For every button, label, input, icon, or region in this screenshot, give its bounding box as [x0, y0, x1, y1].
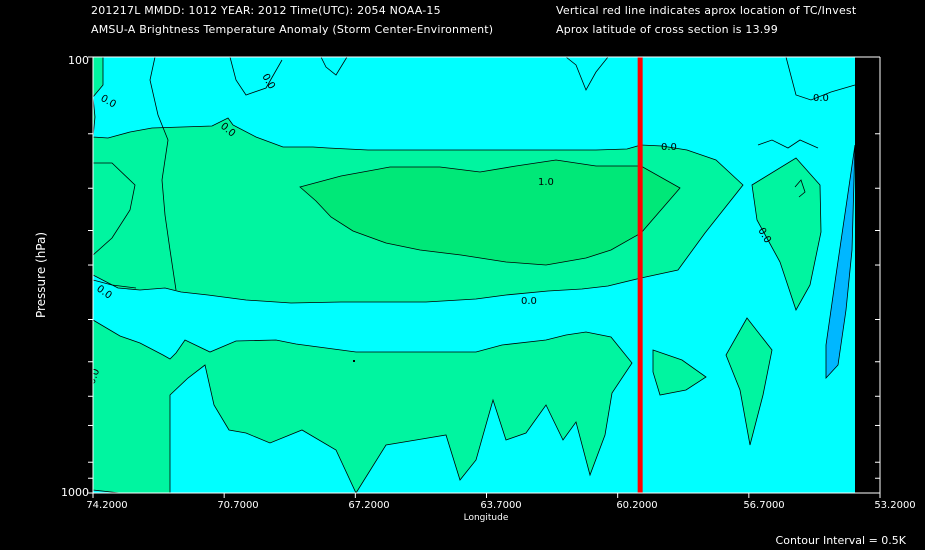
contour-fill-region — [300, 160, 680, 265]
contour-fill-region — [93, 320, 632, 493]
contour-line — [652, 349, 707, 396]
x-tick-label: 56.7000 — [743, 500, 784, 511]
contour-fill-region — [826, 145, 855, 378]
contour-line — [229, 56, 283, 96]
header-line1-left: 201217L MMDD: 1012 YEAR: 2012 Time(UTC):… — [91, 4, 441, 17]
y-tick-label: 100 — [68, 54, 89, 67]
x-tick-label: 67.2000 — [348, 500, 389, 511]
contour-line — [794, 179, 806, 198]
contour-line-layer — [92, 56, 856, 494]
axes-layer — [88, 56, 881, 498]
contour-fill-layer — [93, 57, 855, 493]
contour-line — [92, 279, 137, 289]
y-tick-label: 1000 — [61, 486, 89, 499]
contour-line — [751, 157, 822, 311]
contour-value-label: 0.0 — [661, 142, 677, 153]
header-line2-left: AMSU-A Brightness Temperature Anomaly (S… — [91, 23, 494, 36]
x-axis-label: Longitude — [464, 513, 509, 523]
contour-line — [757, 139, 819, 149]
header-line1-right: Vertical red line indicates aprox locati… — [556, 4, 857, 17]
x-tick-label: 70.7000 — [217, 500, 258, 511]
x-tick-label: 53.2000 — [874, 500, 915, 511]
header-line2-right: Aprox latitude of cross section is 13.99 — [556, 23, 778, 36]
x-tick-label: 74.2000 — [86, 500, 127, 511]
y-axis-label: Pressure (hPa) — [34, 232, 48, 318]
contour-line — [149, 56, 177, 291]
contour-line — [92, 319, 633, 494]
contour-point-marker — [353, 360, 355, 362]
contour-fill-region — [752, 158, 821, 310]
contour-line — [320, 56, 348, 76]
contour-fill-region — [653, 350, 706, 395]
contour-line — [299, 159, 681, 266]
contour-line — [785, 56, 856, 101]
contour-line — [825, 144, 856, 380]
contour-value-label: 1.0 — [538, 177, 554, 188]
contour-value-label: 0.0 — [521, 296, 537, 307]
contour-line — [725, 317, 773, 446]
contour-value-label: 0.0 — [813, 93, 829, 104]
contour-interval-note: Contour Interval = 0.5K — [776, 534, 907, 547]
contour-line — [92, 56, 744, 304]
contour-fill-region — [726, 318, 772, 445]
contour-line — [565, 56, 609, 91]
contour-value-label: 0.0 — [86, 367, 102, 386]
x-tick-label: 63.7000 — [480, 500, 521, 511]
x-tick-label: 60.2000 — [616, 500, 657, 511]
